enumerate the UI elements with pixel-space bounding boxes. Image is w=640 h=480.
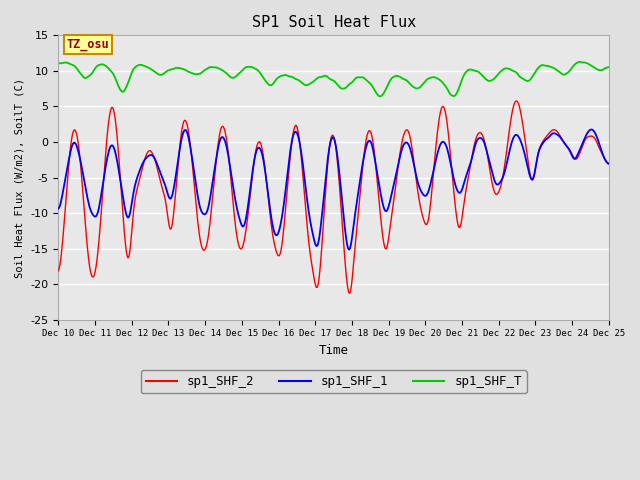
sp1_SHF_2	[177, 134, 185, 140]
Line: sp1_SHF_1: sp1_SHF_1	[58, 130, 609, 250]
Line: sp1_SHF_2: sp1_SHF_2	[58, 101, 609, 293]
sp1_SHF_1	[605, 161, 612, 167]
Text: TZ_osu: TZ_osu	[67, 38, 109, 51]
sp1_SHF_2	[605, 161, 612, 167]
sp1_SHF_1	[417, 189, 425, 194]
sp1_SHF_2	[513, 98, 520, 104]
sp1_SHF_T	[177, 66, 185, 72]
sp1_SHF_T	[376, 94, 384, 99]
sp1_SHF_1	[65, 159, 72, 165]
sp1_SHF_T	[576, 59, 584, 65]
sp1_SHF_T	[605, 64, 612, 70]
sp1_SHF_1	[588, 127, 595, 132]
X-axis label: Time: Time	[319, 344, 349, 357]
sp1_SHF_T	[401, 77, 409, 83]
sp1_SHF_2	[206, 220, 214, 226]
sp1_SHF_T	[65, 60, 72, 66]
sp1_SHF_1	[401, 140, 409, 145]
sp1_SHF_1	[54, 206, 62, 212]
sp1_SHF_2	[54, 268, 62, 274]
sp1_SHF_2	[121, 237, 129, 242]
Title: SP1 Soil Heat Flux: SP1 Soil Heat Flux	[252, 15, 416, 30]
sp1_SHF_1	[206, 196, 214, 202]
sp1_SHF_T	[417, 83, 425, 89]
sp1_SHF_T	[121, 87, 129, 93]
sp1_SHF_T	[54, 60, 62, 66]
sp1_SHF_1	[121, 206, 129, 212]
Legend: sp1_SHF_2, sp1_SHF_1, sp1_SHF_T: sp1_SHF_2, sp1_SHF_1, sp1_SHF_T	[141, 370, 527, 393]
sp1_SHF_2	[417, 208, 425, 214]
sp1_SHF_2	[346, 290, 353, 296]
sp1_SHF_1	[346, 247, 353, 252]
sp1_SHF_2	[65, 167, 72, 173]
sp1_SHF_T	[206, 64, 214, 70]
Line: sp1_SHF_T: sp1_SHF_T	[58, 62, 609, 96]
sp1_SHF_2	[401, 128, 409, 134]
sp1_SHF_1	[177, 140, 185, 145]
Y-axis label: Soil Heat Flux (W/m2), SoilT (C): Soil Heat Flux (W/m2), SoilT (C)	[15, 78, 25, 277]
